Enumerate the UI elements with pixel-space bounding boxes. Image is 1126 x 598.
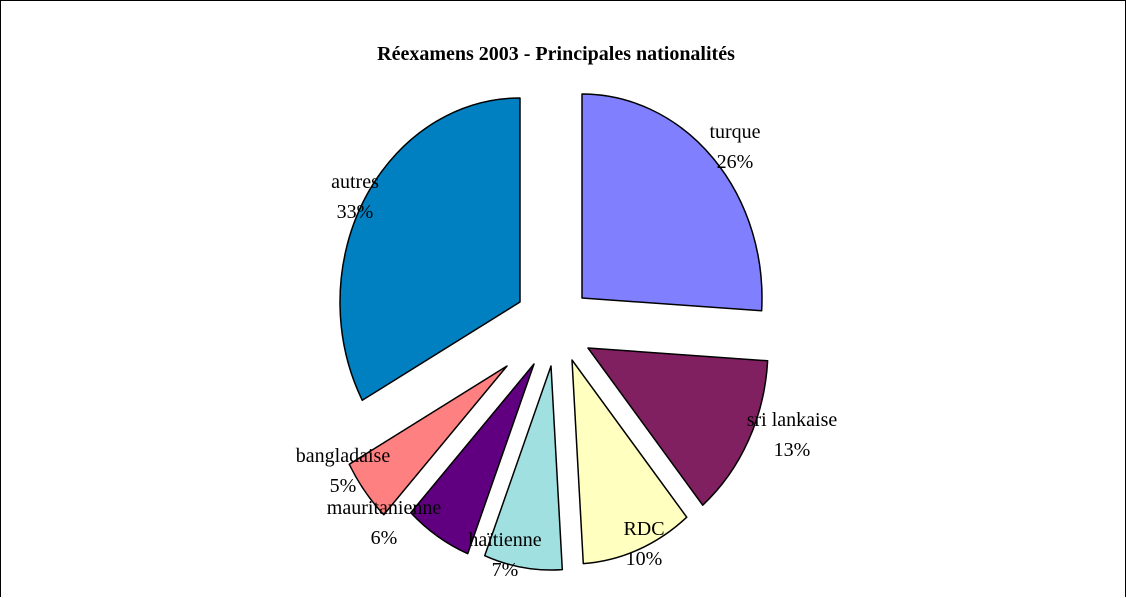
pie-slice-rdc <box>571 359 688 565</box>
slice-percent-rdc: 10% <box>626 548 663 570</box>
slice-label-mauritanienne: mauritanienne 6% <box>327 497 442 549</box>
slice-label-bangladaise: bangladaise 5% <box>296 445 391 497</box>
slice-name-autres: autres <box>331 171 379 193</box>
slice-name-turque: turque <box>709 121 760 143</box>
slice-percent-sri-lankaise: 13% <box>774 439 811 461</box>
slice-name-bangladaise: bangladaise <box>296 445 391 467</box>
slice-label-autres: autres 33% <box>331 171 379 223</box>
chart-title: Réexamens 2003 - Principales nationalité… <box>377 43 735 65</box>
slice-label-turque: turque 26% <box>709 121 760 173</box>
pie-labels: turque 26% sri lankaise 13% RDC 10% haïtienne 7… <box>296 121 838 581</box>
slice-percent-autres: 33% <box>337 201 374 223</box>
slice-name-haitienne: haïtienne <box>468 529 541 551</box>
slice-label-sri-lankaise: sri lankaise 13% <box>747 409 838 461</box>
slice-percent-turque: 26% <box>717 151 754 173</box>
pie-slice-autres <box>339 97 521 402</box>
pie-slice-turque <box>581 93 763 312</box>
slice-percent-haitienne: 7% <box>492 559 519 581</box>
slice-percent-mauritanienne: 6% <box>371 527 398 549</box>
slice-percent-bangladaise: 5% <box>330 475 357 497</box>
pie-slice-mauritanienne <box>410 363 535 555</box>
slice-name-rdc: RDC <box>623 518 664 540</box>
pie-slice-sri-lankaise <box>587 347 769 506</box>
slice-label-haitienne: haïtienne 7% <box>468 529 541 581</box>
slice-name-sri-lankaise: sri lankaise <box>747 409 838 431</box>
slice-name-mauritanienne: mauritanienne <box>327 497 442 519</box>
slice-label-rdc: RDC 10% <box>623 518 664 570</box>
pie-slices <box>339 93 769 571</box>
pie-slice-bangladaise <box>348 365 508 516</box>
pie-slice-haitienne <box>483 365 564 571</box>
